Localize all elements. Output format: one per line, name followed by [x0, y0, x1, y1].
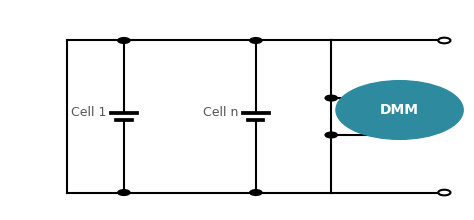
Circle shape — [336, 81, 463, 139]
Text: Cell 1: Cell 1 — [71, 106, 107, 119]
Circle shape — [250, 38, 262, 43]
Circle shape — [438, 190, 450, 195]
Circle shape — [438, 38, 450, 43]
Circle shape — [325, 95, 337, 101]
Circle shape — [250, 190, 262, 195]
Circle shape — [118, 38, 130, 43]
Circle shape — [118, 190, 130, 195]
Text: DMM: DMM — [380, 103, 419, 117]
Circle shape — [325, 132, 337, 138]
Text: Cell n: Cell n — [203, 106, 238, 119]
